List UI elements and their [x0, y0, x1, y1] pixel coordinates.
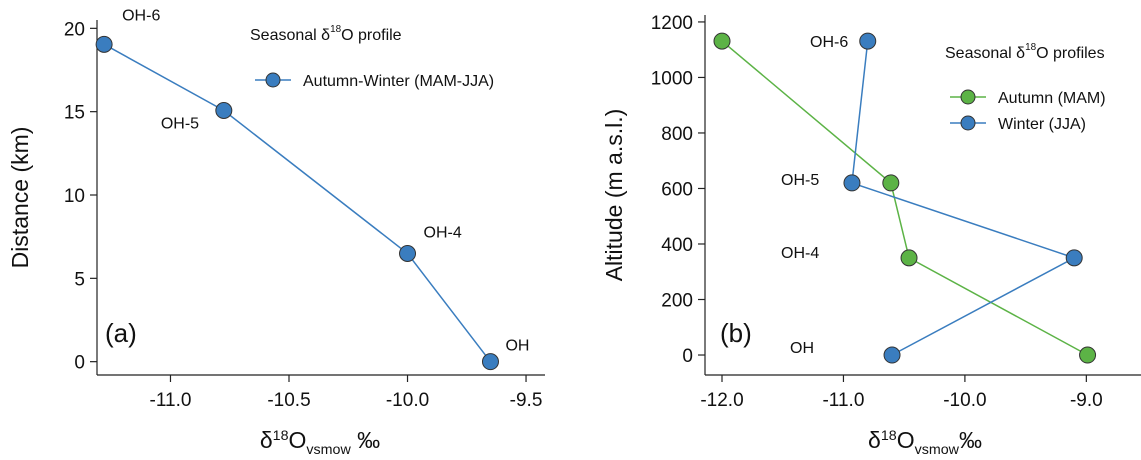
- legend-title-part: Seasonal δ: [250, 27, 330, 44]
- legend-title-part: O profiles: [1036, 45, 1104, 62]
- legend-title-part: Seasonal δ: [945, 45, 1025, 62]
- x-axis-label-part: O: [289, 427, 307, 453]
- legend-title-part: O profile: [341, 27, 402, 44]
- legend-title-part: 18: [1025, 42, 1037, 53]
- point-label: OH-5: [161, 116, 199, 133]
- x-tick-label: -10.0: [943, 390, 986, 411]
- y-tick-label: 200: [661, 291, 693, 312]
- x-axis-label-part: ‰: [351, 427, 380, 453]
- data-point: [900, 249, 918, 267]
- panel-label: (a): [105, 318, 137, 348]
- point-label: OH-4: [781, 245, 819, 262]
- x-axis-label-part: 18: [881, 428, 897, 444]
- x-axis-label-part: δ: [260, 427, 273, 453]
- y-tick-label: 1200: [651, 13, 693, 34]
- x-axis-label-part: vsmow: [306, 442, 351, 458]
- x-tick-label: -9.5: [510, 390, 543, 411]
- y-tick-label: 5: [74, 269, 85, 290]
- y-tick-label: 0: [682, 346, 693, 367]
- point-label: OH-6: [122, 7, 160, 24]
- x-axis-label: δ18Ovsmow‰: [868, 427, 982, 458]
- point-label: OH-6: [810, 34, 848, 51]
- data-point: [1065, 249, 1083, 267]
- data-point: [883, 346, 901, 364]
- x-tick-label: -10.5: [267, 390, 310, 411]
- point-label: OH: [505, 338, 529, 355]
- y-tick-label: 400: [661, 235, 693, 256]
- x-axis-label-part: O: [897, 427, 915, 453]
- x-axis-label-part: 18: [273, 428, 289, 444]
- y-tick-label: 20: [64, 19, 85, 40]
- data-point: [481, 353, 499, 371]
- y-tick-label: 800: [661, 124, 693, 145]
- data-point: [843, 174, 861, 192]
- legend-label: Autumn (MAM): [998, 90, 1106, 107]
- data-point: [399, 245, 417, 262]
- data-point: [95, 35, 113, 53]
- legend-label: Winter (JJA): [998, 116, 1086, 133]
- data-point: [859, 32, 877, 50]
- series-line: [103, 43, 492, 363]
- legend-marker: [960, 89, 976, 105]
- data-point: [882, 174, 900, 192]
- x-tick-label: -9.0: [1070, 390, 1103, 411]
- data-point: [713, 32, 731, 50]
- point-label: OH-4: [424, 225, 462, 242]
- point-label: OH-5: [781, 172, 819, 189]
- legend-marker: [960, 115, 976, 131]
- x-tick-label: -11.0: [150, 390, 192, 411]
- x-tick-label: -11.0: [822, 390, 864, 411]
- y-axis-label: Distance (km): [7, 127, 33, 269]
- y-tick-label: 10: [64, 186, 85, 207]
- y-tick-label: 1000: [651, 68, 693, 89]
- y-tick-label: 15: [64, 103, 85, 124]
- legend-title: Seasonal δ18O profiles: [945, 42, 1105, 62]
- data-point: [215, 102, 233, 119]
- x-axis-label-part: ‰: [959, 427, 982, 453]
- x-axis-label-part: δ: [868, 427, 881, 453]
- point-label: OH: [790, 340, 814, 357]
- series-line: [721, 40, 1088, 356]
- x-tick-label: -10.0: [386, 390, 429, 411]
- y-tick-label: 0: [74, 353, 85, 374]
- x-axis-label: δ18Ovsmow ‰: [260, 427, 380, 458]
- series-line: [851, 41, 1077, 356]
- legend-label: Autumn-Winter (MAM-JJA): [303, 73, 494, 90]
- legend-title: Seasonal δ18O profile: [250, 24, 402, 44]
- x-tick-label: -12.0: [700, 390, 743, 411]
- y-tick-label: 600: [661, 179, 693, 200]
- legend-title-part: 18: [330, 24, 342, 35]
- legend-marker: [265, 72, 281, 88]
- panel-label: (b): [720, 318, 752, 348]
- y-axis-label: Altitude (m a.s.l.): [601, 109, 627, 282]
- x-axis-label-part: vsmow: [915, 442, 960, 458]
- data-point: [1079, 346, 1097, 364]
